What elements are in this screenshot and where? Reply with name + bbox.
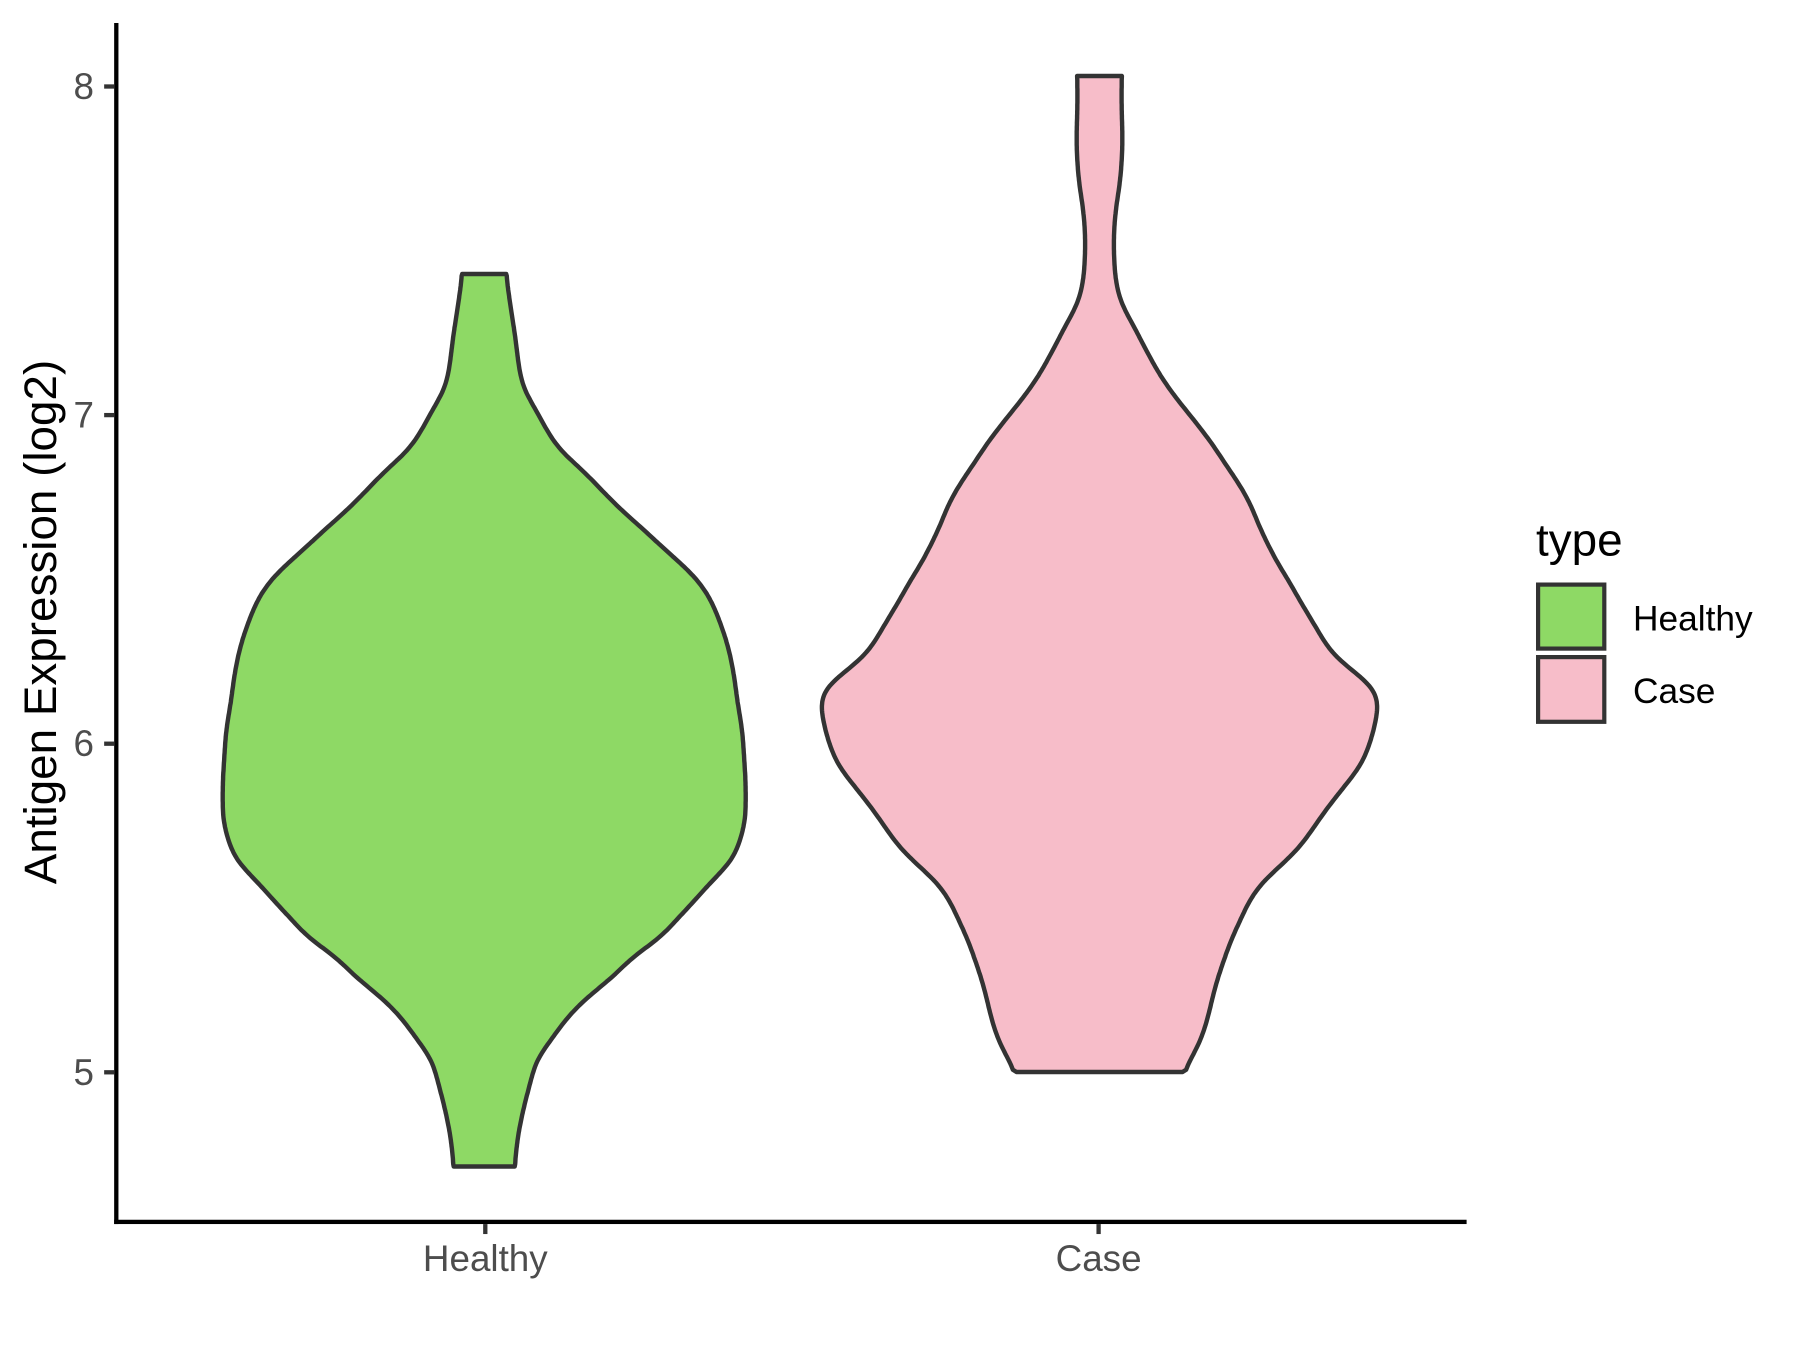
svg-text:6: 6 <box>74 723 94 764</box>
svg-text:Healthy: Healthy <box>423 1238 548 1279</box>
svg-text:Healthy: Healthy <box>1633 600 1753 639</box>
svg-text:8: 8 <box>74 66 94 107</box>
svg-text:Case: Case <box>1056 1238 1142 1279</box>
svg-text:Case: Case <box>1633 672 1715 711</box>
svg-text:5: 5 <box>74 1052 94 1093</box>
svg-text:7: 7 <box>74 395 94 436</box>
svg-text:Antigen Expression (log2): Antigen Expression (log2) <box>15 360 66 884</box>
svg-text:type: type <box>1536 515 1623 566</box>
